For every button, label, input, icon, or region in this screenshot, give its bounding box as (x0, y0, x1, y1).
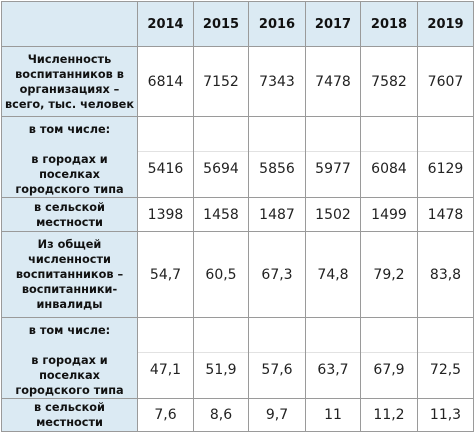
year-header: 2015 (193, 1, 249, 47)
table-cell: 54,7 (137, 231, 194, 318)
table-cell: 79,2 (360, 231, 418, 318)
row-label: Из общей численности воспитанников – вос… (1, 231, 138, 318)
table-cell: 11 (305, 398, 361, 432)
table-cell: 6129 (417, 116, 474, 198)
row-label: в том числе: в городах и поселках городс… (1, 317, 138, 399)
table-row: Из общей численности воспитанников – вос… (1, 231, 474, 318)
table-cell: 1478 (417, 197, 474, 232)
table-row: Численность воспитанников в организациях… (1, 46, 474, 117)
row-label-prefix: в том числе: (28, 324, 111, 337)
header-row: 2014 2015 2016 2017 2018 2019 (1, 1, 474, 47)
table-cell: 72,5 (417, 317, 474, 399)
table-cell: 6084 (360, 116, 418, 198)
table-row: в том числе: в городах и поселках городс… (1, 317, 474, 399)
table-cell: 74,8 (305, 231, 361, 318)
table-cell: 1502 (305, 197, 361, 232)
cell-value: 6129 (427, 161, 464, 177)
cell-value: 72,5 (429, 362, 462, 378)
table-cell: 57,6 (248, 317, 306, 399)
table-cell: 7343 (248, 46, 306, 117)
table-cell: 9,7 (248, 398, 306, 432)
table-cell: 11,3 (417, 398, 474, 432)
table-cell: 7152 (193, 46, 249, 117)
table-cell: 51,9 (193, 317, 249, 399)
cell-value: 51,9 (205, 362, 237, 378)
table-cell: 7582 (360, 46, 418, 117)
table-cell: 5977 (305, 116, 361, 198)
cell-value: 57,6 (261, 362, 293, 378)
cell-value: 6084 (371, 161, 407, 177)
row-label: в сельской местности (1, 197, 138, 232)
table-cell: 11,2 (360, 398, 418, 432)
row-label: в сельской местности (1, 398, 138, 432)
cell-value: 47,1 (149, 362, 182, 378)
table-cell: 67,9 (360, 317, 418, 399)
table-cell: 47,1 (137, 317, 194, 399)
row-label: Численность воспитанников в организациях… (1, 46, 138, 117)
table-cell: 67,3 (248, 231, 306, 318)
cell-value: 63,7 (317, 362, 349, 378)
row-label-text: в городах и поселках городского типа (15, 354, 124, 397)
table-cell: 8,6 (193, 398, 249, 432)
cell-value: 67,9 (373, 362, 405, 378)
table-cell: 6814 (137, 46, 194, 117)
cell-value: 5856 (259, 161, 295, 177)
table-row: в сельской местности 1398 1458 1487 1502… (1, 197, 474, 232)
year-header: 2016 (248, 1, 306, 47)
table-cell: 5694 (193, 116, 249, 198)
table-cell: 63,7 (305, 317, 361, 399)
corner-cell (1, 1, 138, 47)
table-row: в сельской местности 7,6 8,6 9,7 11 11,2… (1, 398, 474, 432)
row-label-text: в городах и поселках городского типа (15, 153, 124, 196)
table-row: в том числе: в городах и поселках городс… (1, 116, 474, 198)
table-cell: 1487 (248, 197, 306, 232)
cell-value: 5416 (147, 161, 184, 177)
table-cell: 1398 (137, 197, 194, 232)
table-cell: 7478 (305, 46, 361, 117)
table-cell: 83,8 (417, 231, 474, 318)
table-cell: 60,5 (193, 231, 249, 318)
row-label: в том числе: в городах и поселках городс… (1, 116, 138, 198)
cell-value: 5977 (315, 161, 351, 177)
year-header: 2018 (360, 1, 418, 47)
table-cell: 7,6 (137, 398, 194, 432)
year-header: 2017 (305, 1, 361, 47)
table-cell: 5416 (137, 116, 194, 198)
table-cell: 1458 (193, 197, 249, 232)
year-header: 2014 (137, 1, 194, 47)
row-label-prefix: в том числе: (28, 123, 111, 136)
cell-value: 5694 (203, 161, 239, 177)
year-header: 2019 (417, 1, 474, 47)
table-cell: 7607 (417, 46, 474, 117)
table-cell: 5856 (248, 116, 306, 198)
table-cell: 1499 (360, 197, 418, 232)
